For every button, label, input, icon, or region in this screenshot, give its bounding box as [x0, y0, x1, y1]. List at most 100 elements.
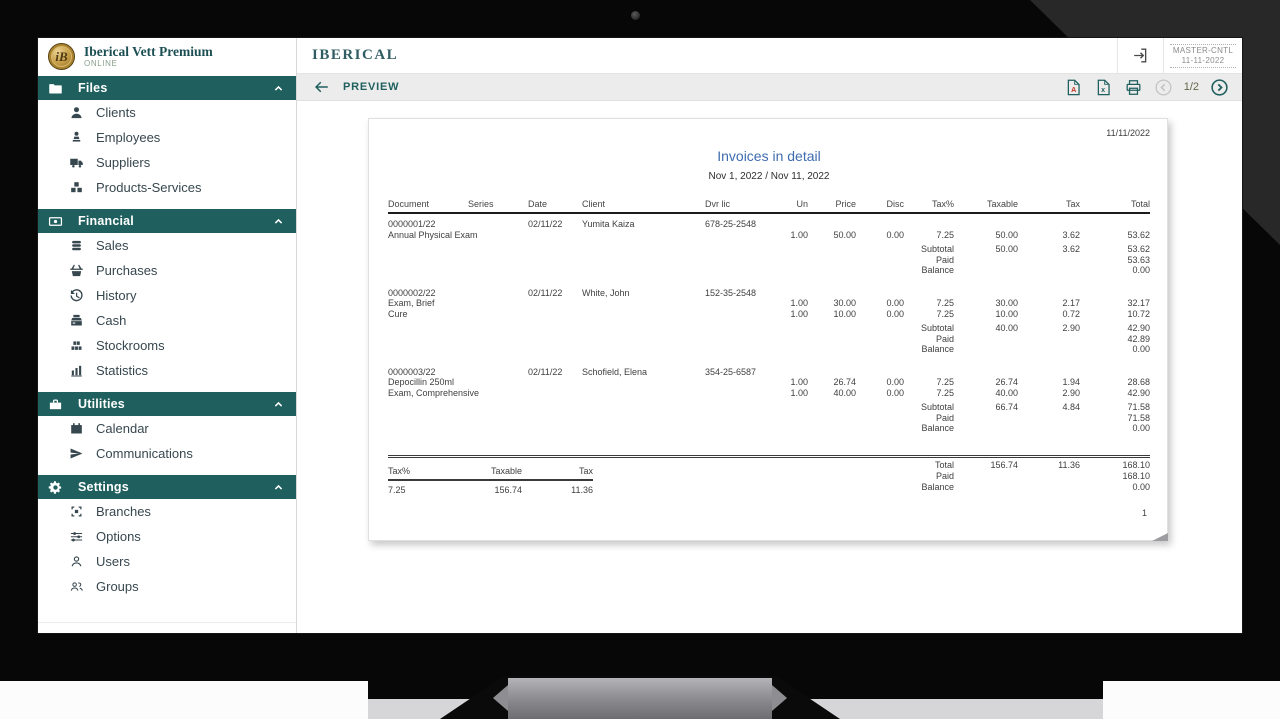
toolbox-icon	[49, 399, 62, 409]
col-header-tax: Tax	[1065, 199, 1080, 209]
brand-logo: iB	[48, 43, 75, 70]
col-header-series: Series	[468, 199, 494, 209]
total-taxable: 156.74	[990, 459, 1018, 470]
report-date-range: Nov 1, 2022 / Nov 11, 2022	[708, 171, 830, 182]
sidebar-item-branches[interactable]: Branches	[38, 499, 296, 524]
sidebar-item-label: Stockrooms	[96, 338, 165, 353]
line-total: 32.17	[1127, 298, 1150, 308]
svg-text:x: x	[1101, 85, 1105, 93]
totals-separator	[388, 454, 1150, 458]
invoice-document: 0000002/22	[388, 287, 436, 298]
back-button[interactable]	[312, 78, 330, 96]
balance-label: Balance	[921, 265, 954, 275]
sidebar-item-calendar[interactable]: Calendar	[38, 416, 296, 441]
section-header-financial[interactable]: Financial	[38, 209, 296, 233]
line-un: 1.00	[790, 298, 808, 308]
previous-page-button[interactable]	[1154, 78, 1173, 97]
sidebar-item-products-services[interactable]: Products-Services	[38, 175, 296, 200]
paid-amount: 168.10	[1122, 470, 1150, 481]
line-taxable: 50.00	[995, 229, 1018, 240]
section-header-settings[interactable]: Settings	[38, 475, 296, 499]
line-price: 40.00	[833, 387, 856, 398]
col-header-tax-: Tax%	[931, 199, 954, 209]
col-header-total: Total	[1130, 199, 1150, 209]
invoice-line-row: Exam, Brief 1.00 30.00 0.00 7.25 30.00 2.17 32.…	[388, 298, 1150, 309]
app-title: IBERICAL	[312, 47, 399, 63]
line-total: 53.62	[1127, 229, 1150, 240]
sidebar-item-purchases[interactable]: Purchases	[38, 258, 296, 283]
sidebar-item-label: Groups	[96, 579, 139, 594]
sidebar-item-options[interactable]: Options	[38, 524, 296, 549]
line-tax: 2.17	[1062, 298, 1080, 308]
col-header-disc: Disc	[886, 199, 905, 209]
sidebar-item-cash[interactable]: Cash	[38, 308, 296, 333]
preview-title: PREVIEW	[343, 81, 400, 93]
section-header-utilities[interactable]: Utilities	[38, 392, 296, 416]
invoice-paid-row: Paid 71.58	[388, 413, 1150, 424]
invoice-client: White, John	[582, 287, 630, 298]
history-icon	[70, 289, 83, 302]
line-un: 1.00	[790, 229, 808, 240]
back-arrow-icon	[315, 81, 328, 93]
sidebar-item-users[interactable]: Users	[38, 549, 296, 574]
paid-amount: 53.63	[1127, 254, 1150, 265]
sidebar-item-stockrooms[interactable]: Stockrooms	[38, 333, 296, 358]
invoice-header-row: 0000002/22 02/11/22 White, John 152-35-2548	[388, 288, 1150, 299]
export-pdf-button[interactable]: A	[1064, 78, 1083, 97]
truck-icon	[70, 158, 83, 168]
chevron-up-icon	[274, 401, 283, 407]
brand-title: Iberical Vett Premium	[84, 43, 213, 59]
sidebar-item-label: Calendar	[96, 421, 149, 436]
tax-summary-header: Tax	[578, 465, 593, 476]
invoice-group-2: 0000002/22 02/11/22 White, John 152-35-2548…	[388, 288, 1150, 362]
invoice-line-row: Annual Physical Exam 1.00 50.00 0.00 7.25 50.…	[388, 230, 1150, 241]
invoice-dvr-lic: 354-25-6587	[705, 366, 757, 377]
subtotal-label: Subtotal	[920, 402, 954, 412]
paid-label: Paid	[935, 254, 954, 265]
export-excel-button[interactable]: x	[1094, 78, 1113, 97]
invoice-balance-row: Balance 0.00	[388, 265, 1150, 276]
next-page-button[interactable]	[1210, 78, 1229, 97]
invoice-balance-row: Balance 0.00	[388, 344, 1150, 355]
exit-icon	[1134, 48, 1147, 63]
subtotal-taxable: 40.00	[995, 323, 1018, 333]
paid-label: Paid	[935, 333, 954, 344]
line-description: Exam, Brief	[388, 298, 435, 308]
balance-label: Balance	[921, 344, 954, 354]
sidebar-item-label: Employees	[96, 130, 161, 145]
spacer	[388, 276, 1150, 283]
line-tax: 1.94	[1062, 377, 1080, 387]
paid-label: Paid	[935, 412, 954, 423]
subtotal-total: 42.90	[1127, 323, 1150, 333]
sidebar-item-employees[interactable]: Employees	[38, 125, 296, 150]
invoice-header-row: 0000001/22 02/11/22 Yumita Kaiza 678-25-254…	[388, 219, 1150, 230]
sidebar-item-groups[interactable]: Groups	[38, 574, 296, 599]
brand-subtitle: ONLINE	[84, 58, 118, 68]
sidebar-item-history[interactable]: History	[38, 283, 296, 308]
sidebar-item-statistics[interactable]: Statistics	[38, 358, 296, 383]
invoice-document: 0000003/22	[388, 366, 436, 377]
basket-icon	[70, 264, 83, 277]
line-taxable: 30.00	[995, 298, 1018, 308]
sidebar-item-sales[interactable]: Sales	[38, 233, 296, 258]
col-header-un: Un	[796, 199, 808, 209]
line-description: Annual Physical Exam	[388, 229, 478, 240]
sidebar-item-communications[interactable]: Communications	[38, 441, 296, 466]
tax-summary-value: 156.74	[494, 485, 522, 495]
line-price: 26.74	[833, 377, 856, 387]
logout-button[interactable]	[1117, 38, 1163, 73]
line-tax-pct: 7.25	[936, 298, 954, 308]
print-button[interactable]	[1124, 78, 1143, 97]
line-un: 1.00	[790, 387, 808, 398]
sidebar-item-label: Communications	[96, 446, 193, 461]
invoice-client: Yumita Kaiza	[582, 219, 635, 229]
line-tax: 0.72	[1062, 308, 1080, 319]
sidebar-item-clients[interactable]: Clients	[38, 100, 296, 125]
terminal-date: 11-11-2022	[1181, 55, 1225, 65]
invoice-group-3: 0000003/22 02/11/22 Schofield, Elena 354-25…	[388, 367, 1150, 441]
subtotal-label: Subtotal	[920, 244, 954, 254]
section-header-files[interactable]: Files	[38, 76, 296, 100]
line-tax-pct: 7.25	[936, 387, 954, 398]
sidebar-item-suppliers[interactable]: Suppliers	[38, 150, 296, 175]
excel-file-icon: x	[1097, 79, 1110, 95]
